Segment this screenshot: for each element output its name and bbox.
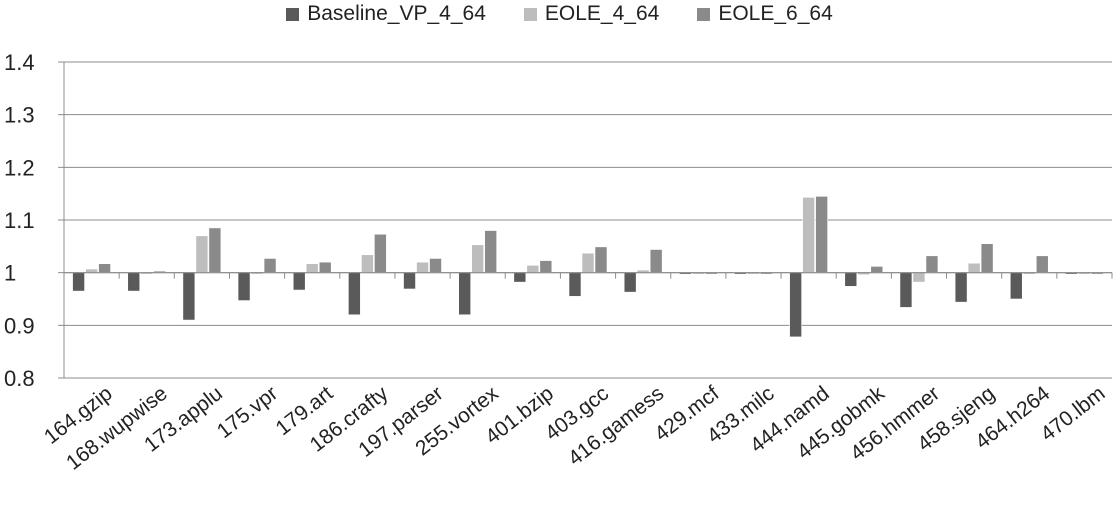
legend-item-eole-6: EOLE_6_64: [697, 2, 833, 26]
bar-baseline-vp-4-64: [127, 272, 141, 292]
bar-eole-4-64: [967, 262, 981, 273]
bar-eole-6-64: [870, 266, 884, 273]
bar-eole-6-64: [263, 258, 277, 273]
bar-baseline-vp-4-64: [292, 272, 306, 291]
legend-item-eole-4: EOLE_4_64: [523, 2, 660, 26]
legend-swatch-eole-6: [697, 7, 711, 21]
bar-eole-4-64: [305, 263, 319, 273]
bar-eole-6-64: [539, 260, 553, 273]
bar-eole-6-64: [649, 249, 663, 273]
bar-eole-4-64: [195, 235, 209, 273]
bar-baseline-vp-4-64: [237, 272, 251, 301]
bar-baseline-vp-4-64: [458, 272, 471, 316]
bar-eole-6-64: [925, 255, 939, 273]
y-tick-label: 1.1: [4, 208, 35, 233]
bar-eole-6-64: [484, 230, 497, 273]
bar-eole-6-64: [374, 233, 387, 273]
bar-baseline-vp-4-64: [1009, 272, 1023, 300]
bar-baseline-vp-4-64: [348, 272, 361, 316]
bar-baseline-vp-4-64: [623, 272, 637, 293]
y-tick-label: 0.8: [4, 366, 35, 391]
legend-swatch-baseline: [286, 7, 300, 21]
bar-eole-4-64: [581, 252, 595, 273]
bar-eole-6-64: [98, 263, 111, 273]
bar-eole-6-64: [429, 258, 442, 273]
bar-eole-4-64: [912, 272, 926, 283]
bar-eole-6-64: [815, 196, 828, 273]
bar-baseline-vp-4-64: [72, 272, 85, 292]
legend-item-baseline: Baseline_VP_4_64: [286, 2, 486, 26]
bar-baseline-vp-4-64: [513, 272, 527, 283]
bar-eole-6-64: [208, 227, 222, 273]
bar-baseline-vp-4-64: [403, 272, 416, 290]
y-tick-label: 1.3: [4, 103, 35, 128]
legend-label-eole-4: EOLE_4_64: [544, 2, 660, 25]
legend: Baseline_VP_4_64 EOLE_4_64 EOLE_6_64: [0, 2, 1119, 26]
bar-baseline-vp-4-64: [568, 272, 582, 297]
legend-swatch-eole-4: [523, 7, 537, 21]
bar-eole-4-64: [471, 244, 484, 273]
y-tick-label: 0.9: [4, 313, 35, 338]
legend-label-baseline: Baseline_VP_4_64: [307, 2, 486, 25]
bar-baseline-vp-4-64: [954, 272, 968, 303]
bar-eole-6-64: [980, 243, 994, 273]
bar-baseline-vp-4-64: [182, 272, 196, 321]
bar-eole-6-64: [594, 246, 608, 273]
bar-eole-6-64: [1035, 255, 1049, 273]
x-tick-label: 175.vpr: [213, 382, 282, 443]
bar-eole-4-64: [526, 264, 540, 273]
bar-baseline-vp-4-64: [789, 272, 802, 338]
bar-eole-4-64: [416, 261, 429, 273]
bar-baseline-vp-4-64: [899, 272, 913, 308]
bar-eole-4-64: [802, 197, 815, 273]
y-tick-label: 1.4: [4, 50, 35, 75]
bar-eole-4-64: [361, 254, 374, 273]
y-tick-label: 1: [4, 261, 16, 286]
legend-label-eole-6: EOLE_6_64: [718, 2, 833, 25]
bar-baseline-vp-4-64: [844, 272, 858, 287]
bar-eole-6-64: [318, 261, 332, 273]
y-tick-label: 1.2: [4, 155, 35, 180]
